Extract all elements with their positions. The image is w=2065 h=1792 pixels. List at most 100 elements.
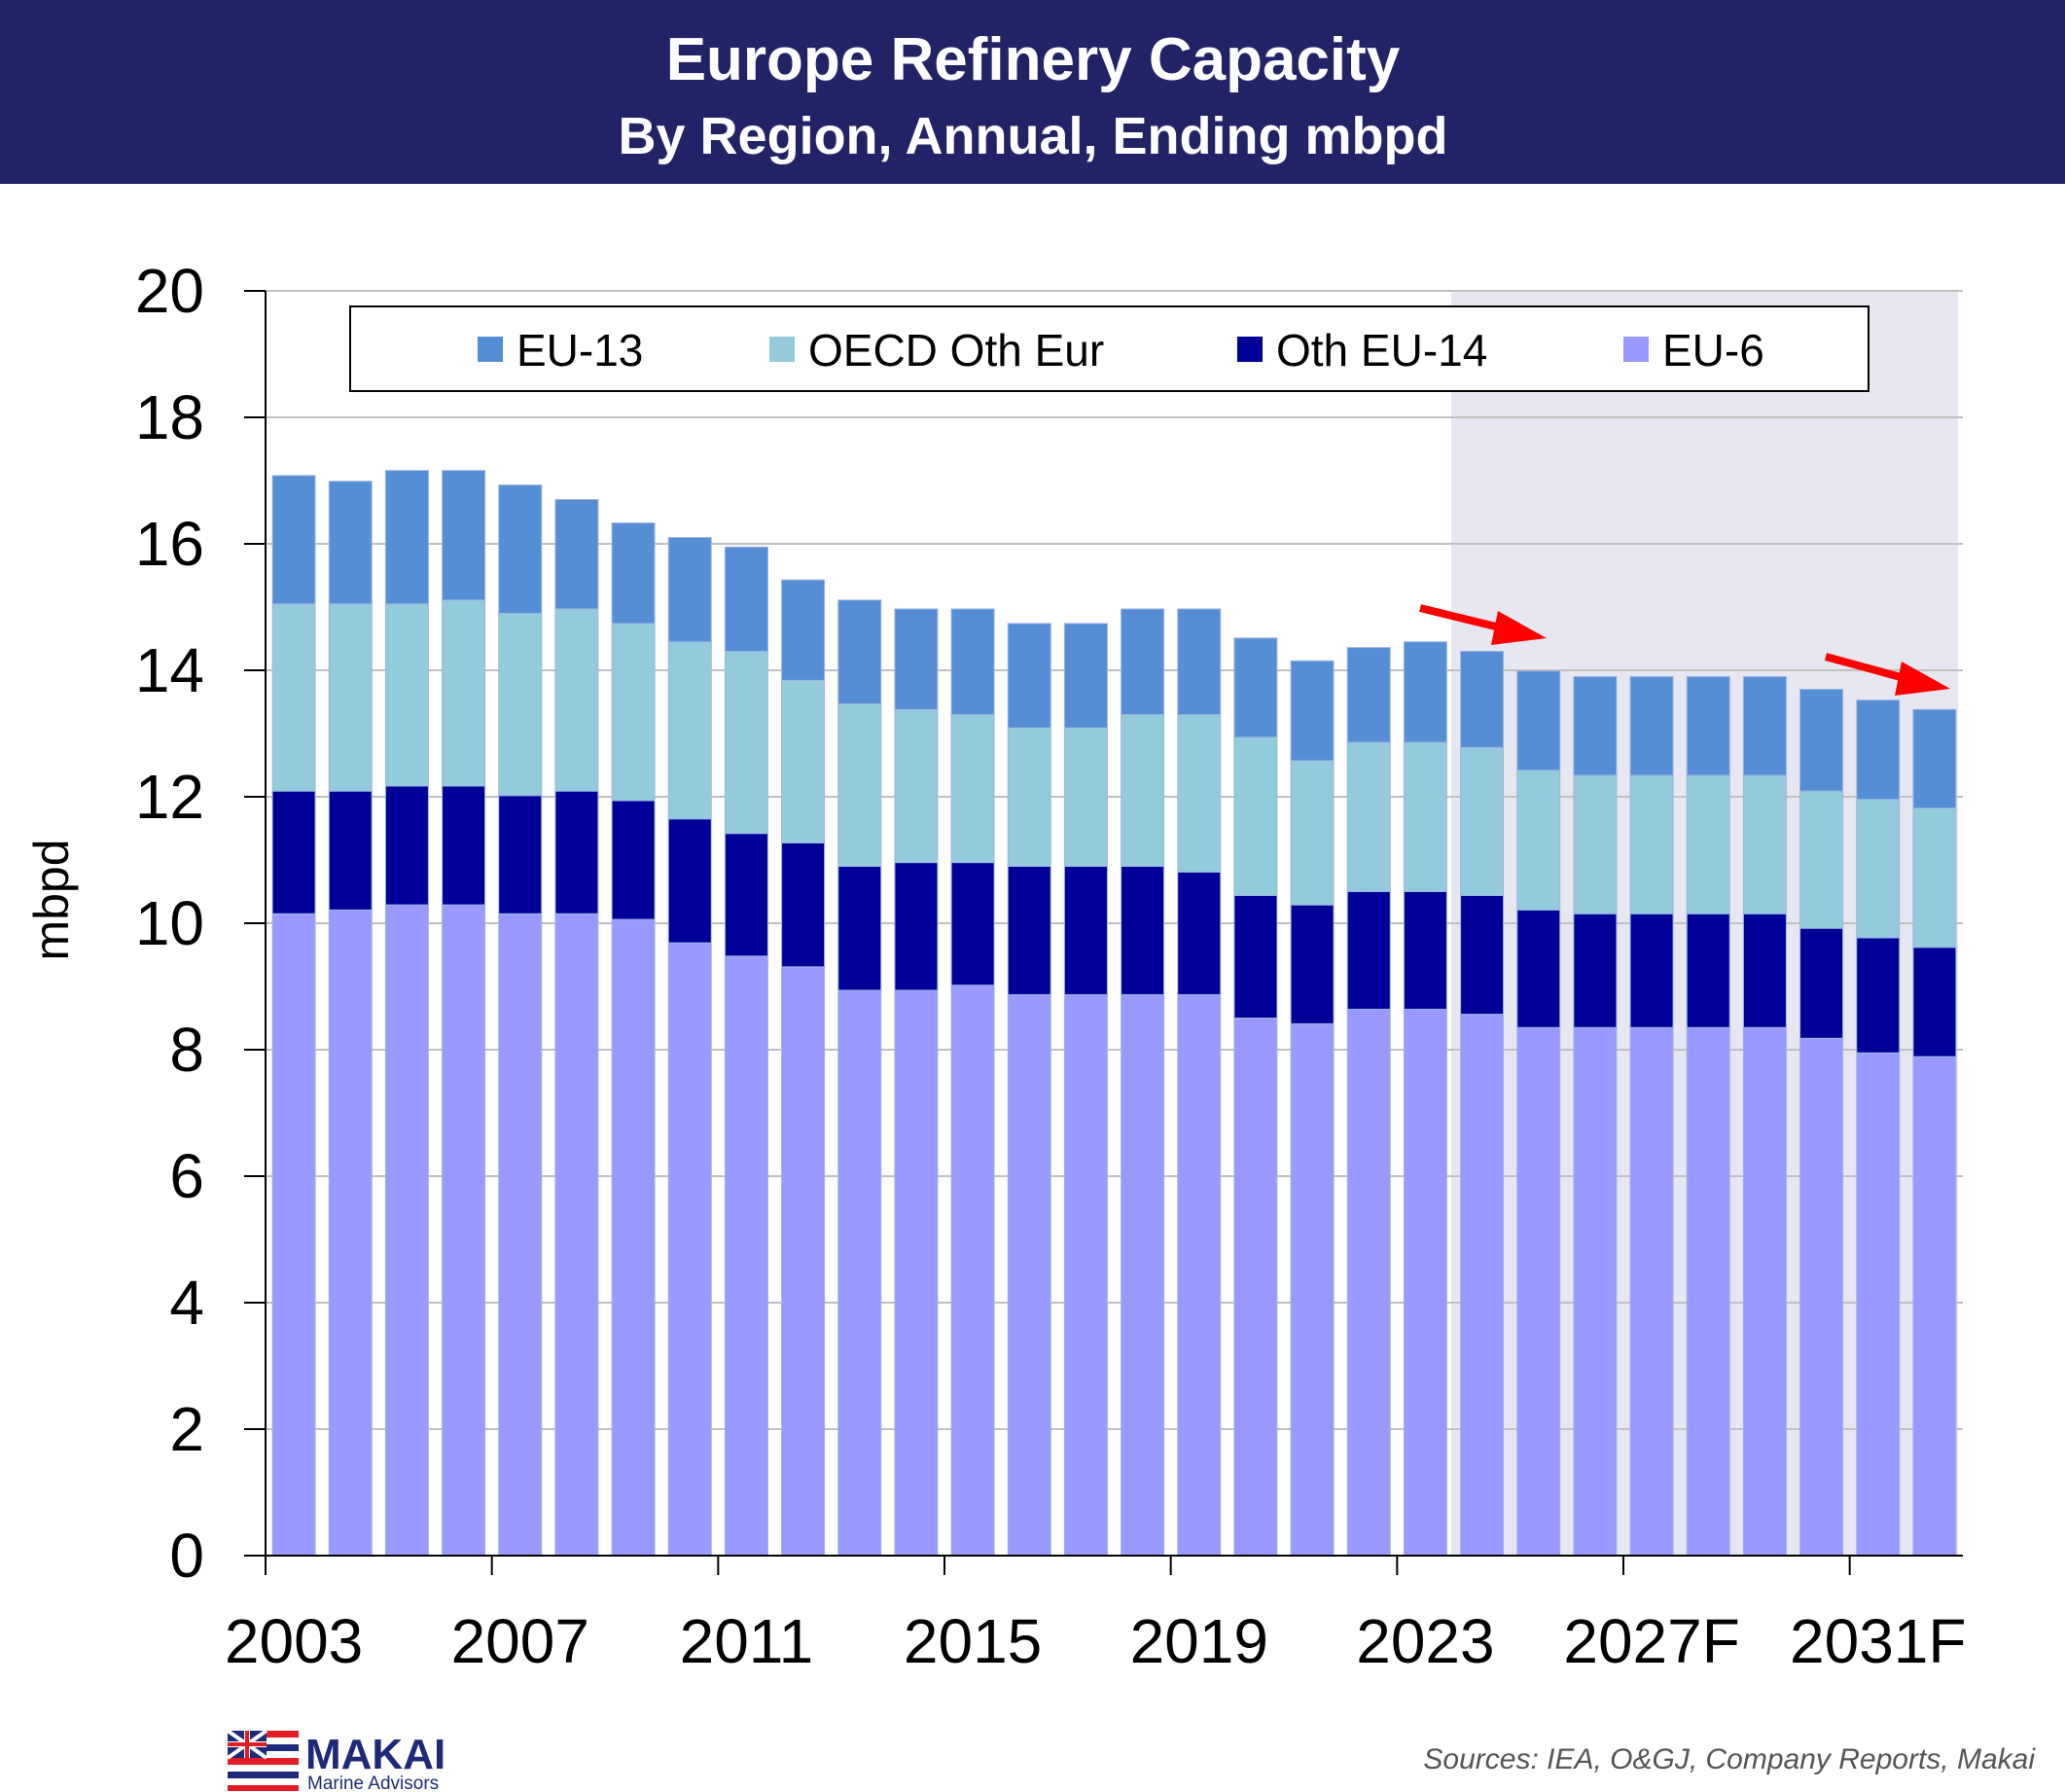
bar-oth-eu-14-2019 — [1177, 871, 1222, 995]
bar-oth-eu-14-2022 — [1346, 891, 1391, 1010]
bar-eu-6-2024 — [1460, 1014, 1505, 1557]
bar-eu-6-2007 — [498, 913, 543, 1557]
bar-eu-13-2015 — [950, 608, 995, 716]
bar-eu-13-2012 — [781, 579, 826, 681]
bar-eu-13-2003 — [271, 475, 316, 605]
bar-oth-eu-14-2020 — [1233, 894, 1278, 1020]
bar-oth-eu-14-2015 — [950, 862, 995, 986]
legend-swatch — [1623, 337, 1649, 362]
bar-oth-eu-14-2023 — [1403, 891, 1447, 1010]
bar-eu-6-2018 — [1121, 993, 1165, 1557]
bar-oth-eu-14-2011 — [724, 833, 768, 957]
bar-oecd-oth-eur-2016 — [1007, 727, 1051, 868]
bar-oth-eu-14-2027F — [1629, 913, 1674, 1028]
title-banner — [0, 0, 2065, 184]
x-tick-label: 2023 — [1356, 1606, 1494, 1676]
bar-oth-eu-14-2006 — [442, 785, 486, 906]
bar-eu-6-2029F — [1742, 1026, 1787, 1557]
bar-oecd-oth-eur-2019 — [1177, 714, 1222, 873]
x-tick-label: 2003 — [225, 1606, 363, 1676]
bar-eu-13-2028F — [1686, 676, 1730, 776]
bar-eu-13-2022 — [1346, 647, 1391, 743]
red-arrow-decline-2030-2032 — [1824, 653, 1950, 696]
bar-oth-eu-14-2028F — [1686, 913, 1730, 1028]
bar-oecd-oth-eur-2027F — [1629, 774, 1674, 914]
bar-oecd-oth-eur-2030F — [1799, 790, 1844, 929]
bar-oth-eu-14-2025F — [1516, 909, 1561, 1028]
bar-oecd-oth-eur-2020 — [1233, 736, 1278, 896]
bar-oecd-oth-eur-2008 — [554, 608, 599, 792]
chart-title: Europe Refinery Capacity — [666, 26, 1401, 93]
bar-eu-6-2023 — [1403, 1008, 1447, 1557]
bar-eu-6-2011 — [724, 955, 768, 1557]
bar-eu-6-2019 — [1177, 993, 1222, 1557]
bar-oecd-oth-eur-2014 — [894, 708, 939, 864]
bar-oth-eu-14-2012 — [781, 842, 826, 968]
bar-eu-6-2028F — [1686, 1026, 1730, 1557]
bar-eu-6-2005 — [384, 904, 429, 1557]
bar-eu-13-2004 — [328, 481, 373, 605]
bar-eu-13-2030F — [1799, 689, 1844, 792]
bar-eu-6-2022 — [1346, 1008, 1391, 1557]
bar-oth-eu-14-2008 — [554, 790, 599, 914]
bar-oecd-oth-eur-2004 — [328, 603, 373, 792]
bar-oecd-oth-eur-2005 — [384, 603, 429, 787]
bar-eu-13-2018 — [1121, 608, 1165, 716]
bar-eu-13-2011 — [724, 546, 768, 652]
bar-oecd-oth-eur-2003 — [271, 603, 316, 792]
bar-eu-13-2031F — [1856, 699, 1901, 801]
bar-oth-eu-14-2013 — [837, 866, 882, 991]
y-tick-label: 2 — [169, 1394, 204, 1464]
bar-oecd-oth-eur-2009 — [611, 623, 656, 802]
x-tick-label: 2031F — [1790, 1606, 1966, 1676]
bar-oecd-oth-eur-2007 — [498, 613, 543, 797]
x-tick-label: 2019 — [1130, 1606, 1268, 1676]
bar-eu-13-2023 — [1403, 641, 1447, 743]
bar-eu-6-2010 — [667, 942, 712, 1557]
bar-eu-13-2027F — [1629, 676, 1674, 776]
bar-eu-13-2016 — [1007, 623, 1051, 729]
bar-eu-6-2015 — [950, 985, 995, 1557]
bar-oecd-oth-eur-2031F — [1856, 799, 1901, 939]
bar-oth-eu-14-2030F — [1799, 927, 1844, 1039]
bar-oecd-oth-eur-2021 — [1290, 760, 1335, 906]
y-tick-label: 0 — [169, 1521, 204, 1591]
legend-swatch — [478, 337, 503, 362]
bar-eu-6-2006 — [442, 904, 486, 1557]
bar-eu-13-2032F — [1912, 708, 1957, 809]
bar-eu-6-2013 — [837, 989, 882, 1557]
bar-oecd-oth-eur-2011 — [724, 651, 768, 835]
bar-oth-eu-14-2017 — [1063, 866, 1108, 995]
bar-oth-eu-14-2004 — [328, 790, 373, 911]
bar-eu-13-2021 — [1290, 660, 1335, 762]
bar-oecd-oth-eur-2017 — [1063, 727, 1108, 868]
bar-oth-eu-14-2029F — [1742, 913, 1787, 1028]
legend-label: Oth EU-14 — [1276, 325, 1487, 376]
y-tick-labels: 0 2 4 6 8 10 12 14 16 18 20 — [135, 256, 204, 1591]
y-tick-label: 12 — [135, 762, 204, 832]
legend-item-eu-6: EU-6 — [1623, 325, 1764, 376]
legend-label: EU-13 — [516, 325, 643, 376]
bar-eu-6-2030F — [1799, 1037, 1844, 1557]
legend-swatch — [769, 337, 795, 362]
bar-eu-6-2012 — [781, 966, 826, 1557]
y-axis-label: mbpd — [24, 839, 79, 960]
bar-oecd-oth-eur-2025F — [1516, 770, 1561, 911]
bar-oecd-oth-eur-2032F — [1912, 807, 1957, 949]
bar-oth-eu-14-2016 — [1007, 866, 1051, 995]
y-tick-label: 20 — [135, 256, 204, 326]
bar-eu-13-2010 — [667, 537, 712, 643]
bar-eu-13-2025F — [1516, 670, 1561, 771]
logo-name: MAKAI — [305, 1731, 445, 1778]
bar-oecd-oth-eur-2022 — [1346, 741, 1391, 892]
bar-oth-eu-14-2005 — [384, 785, 429, 906]
bar-oecd-oth-eur-2012 — [781, 679, 826, 843]
bar-oth-eu-14-2018 — [1121, 866, 1165, 995]
bar-eu-13-2005 — [384, 470, 429, 605]
bar-oth-eu-14-2003 — [271, 790, 316, 914]
axes — [244, 290, 1963, 1575]
bar-oecd-oth-eur-2010 — [667, 641, 712, 820]
chart-subtitle: By Region, Annual, Ending mbpd — [619, 107, 1448, 165]
x-tick-label: 2007 — [451, 1606, 589, 1676]
bar-eu-6-2020 — [1233, 1018, 1278, 1557]
